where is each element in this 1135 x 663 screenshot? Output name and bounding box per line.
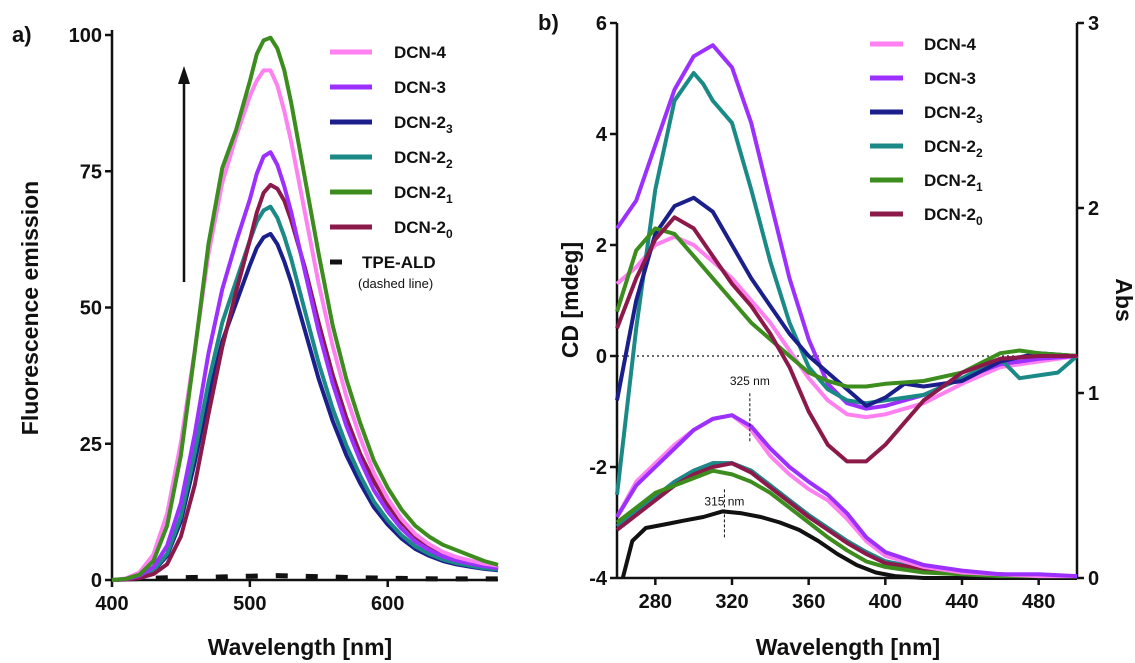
panel-b-letter: b)	[538, 10, 559, 35]
panel-a-ytick-label: 75	[80, 161, 102, 183]
panel-b-ylabel-right: Abs	[1111, 278, 1135, 321]
panel-a-series	[111, 35, 499, 582]
cd-line-dcn-20	[615, 215, 1077, 464]
panel-a-xtick-label: 400	[95, 593, 128, 615]
emission-line-dcn-3	[111, 150, 499, 582]
legend-label-dcn-21: DCN-21	[394, 183, 453, 206]
legend-label-dcn-20: DCN-20	[394, 218, 453, 241]
legend-label-dcn-3: DCN-3	[394, 78, 446, 97]
emission-line-dcn-23	[111, 231, 499, 582]
panel-b-left-tick-label: -2	[589, 457, 607, 479]
panel-b-right-tick-label: 1	[1088, 383, 1099, 405]
panel-b-left-tick-label: 2	[596, 235, 607, 257]
panel-a-axes: 0 25 50 75 100 400 500 600	[69, 25, 498, 615]
panel-b-xtick-label: 280	[639, 591, 672, 613]
panel-b-right-tick-label: 0	[1088, 568, 1099, 590]
panel-b: b) -4 -2 0 2 4 6 0 1 2 3 280 320 360 400 440 480 325 nm…	[538, 10, 1135, 660]
panel-b-left-tick-label: 0	[596, 346, 607, 368]
panel-b-right-tick-label: 2	[1088, 198, 1099, 220]
cd-line-dcn-3	[615, 43, 1078, 411]
panel-b-left-tick-label: 4	[596, 124, 608, 146]
panel-b-xtick-label: 440	[945, 591, 978, 613]
emission-line-dcn-21	[111, 35, 499, 582]
panel-b-xlabel: Wavelength [nm]	[756, 634, 940, 660]
panel-a-xlabel: Wavelength [nm]	[208, 634, 392, 660]
panel-b-xtick-label: 360	[792, 591, 825, 613]
panel-b-axes: -4 -2 0 2 4 6 0 1 2 3 280 320 360 400 440 480	[589, 13, 1099, 613]
cd-line-dcn-23	[615, 195, 1078, 408]
emission-line-tpe-ald	[125, 573, 498, 582]
trend-arrow-head	[178, 66, 190, 84]
panel-b-left-tick-label: -4	[589, 568, 608, 590]
panel-b-xtick-label: 480	[1022, 591, 1055, 613]
panel-a-ytick-label: 50	[80, 298, 102, 320]
panel-a-ylabel: Fluorescence emission	[17, 181, 43, 435]
legend-label-b-dcn-23: DCN-23	[924, 103, 983, 126]
panel-b-left-tick-label: 6	[596, 13, 607, 35]
panel-a-ytick-label: 25	[80, 434, 102, 456]
legend-label-b-dcn-21: DCN-21	[924, 171, 983, 194]
legend-label-b-dcn-22: DCN-22	[924, 137, 983, 160]
abs-line-dcn-3	[615, 413, 1078, 579]
legend-label-b-dcn-20: DCN-20	[924, 205, 983, 228]
panel-a-ytick-label: 100	[69, 25, 102, 47]
dashed-line-note: (dashed line)	[358, 276, 433, 291]
legend-label-dcn-23: DCN-23	[394, 113, 453, 136]
legend-label-b-dcn-4: DCN-4	[924, 35, 976, 54]
panel-a-legend: DCN-4 DCN-3 DCN-23 DCN-22 DCN-21 DCN-20 TPE-AL…	[330, 43, 453, 272]
abs-line-tpe-ald	[620, 509, 1077, 580]
legend-label-dcn-22: DCN-22	[394, 148, 453, 171]
emission-line-dcn-22	[111, 204, 499, 582]
panel-b-legend: DCN-4 DCN-3 DCN-23 DCN-22 DCN-21 DCN-20	[870, 35, 983, 228]
legend-label-b-dcn-3: DCN-3	[924, 69, 976, 88]
legend-label-tpe-ald: TPE-ALD	[362, 253, 436, 272]
legend-label-dcn-4: DCN-4	[394, 43, 446, 62]
panel-a-xtick-label: 500	[233, 593, 266, 615]
peak-annotation: 325 nm	[730, 374, 770, 388]
panel-b-right-tick-label: 3	[1088, 13, 1099, 35]
abs-line-dcn-21	[615, 468, 1077, 579]
panel-a-xtick-label: 600	[371, 593, 404, 615]
panel-b-xtick-label: 400	[869, 591, 902, 613]
cd-line-dcn-22	[615, 71, 1079, 496]
panel-b-ylabel-left: CD [mdeg]	[557, 242, 583, 358]
panel-b-xtick-label: 320	[715, 591, 748, 613]
peak-annotation: 315 nm	[704, 494, 744, 508]
panel-b-series: 325 nm 315 nm	[615, 43, 1079, 580]
panel-a-ytick-label: 0	[91, 570, 102, 592]
panel-a-letter: a)	[12, 22, 32, 47]
cd-line-dcn-21	[615, 226, 1078, 389]
